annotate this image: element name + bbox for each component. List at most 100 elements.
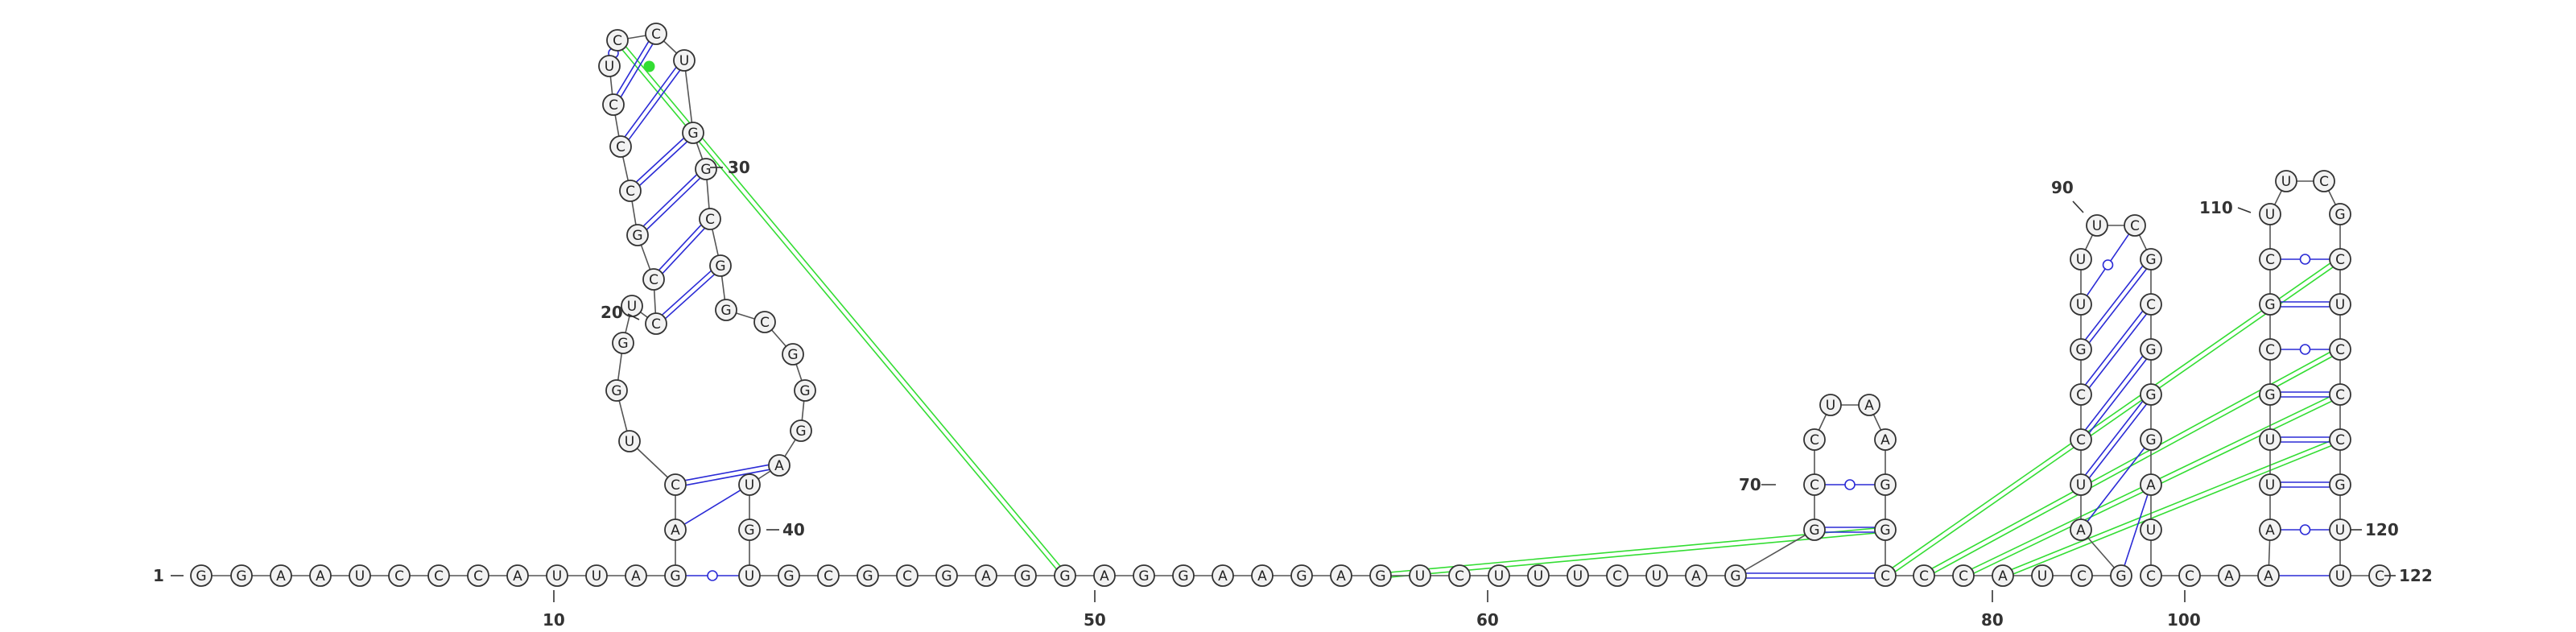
nucleotide-circle	[2124, 214, 2146, 237]
nucleotide-102: A	[2257, 564, 2280, 587]
nucleotide-circle	[270, 564, 292, 587]
nucleotide-113: G	[2329, 203, 2351, 225]
nucleotide-letter: G	[2334, 477, 2345, 494]
nucleotide-letter: G	[862, 568, 873, 584]
nucleotide-46: C	[896, 564, 919, 587]
nucleotide-letter: G	[1059, 568, 1070, 584]
position-label-80: 80	[1981, 610, 2004, 630]
nucleotide-41: G	[738, 518, 761, 541]
nucleotide-letter: C	[760, 315, 770, 331]
nucleotide-86: C	[2070, 383, 2092, 406]
nucleotide-letter: G	[1296, 568, 1307, 584]
nucleotide-circle	[2070, 518, 2092, 541]
gc-pair-line	[658, 224, 702, 271]
nucleotide-letter: C	[2335, 342, 2345, 358]
nucleotide-letter: G	[687, 126, 698, 142]
nucleotide-letter: U	[2265, 432, 2275, 448]
nucleotide-16: U	[618, 430, 641, 452]
nucleotide-letter: C	[394, 568, 404, 584]
nucleotide-circle	[2070, 564, 2093, 587]
nucleotide-letter: C	[1959, 568, 1968, 584]
nucleotide-70: C	[1803, 428, 1826, 451]
nucleotide-letter: C	[902, 568, 912, 584]
nucleotide-circle	[1952, 564, 1975, 587]
nucleotide-letter: G	[1375, 568, 1385, 584]
nucleotide-circle	[2070, 293, 2092, 316]
nucleotide-circle	[2070, 248, 2092, 271]
nucleotide-circle	[598, 55, 621, 77]
nucleotide-66: A	[1685, 564, 1707, 587]
position-label-40: 40	[782, 520, 805, 539]
nucleotide-circle	[2329, 428, 2351, 451]
nucleotide-24: C	[609, 135, 632, 158]
nucleotide-88: U	[2070, 293, 2092, 316]
nucleotide-letter: U	[2335, 568, 2345, 584]
nucleotide-circle	[896, 564, 919, 587]
nucleotide-letter: C	[2335, 432, 2345, 448]
nucleotide-letter: C	[2265, 252, 2275, 268]
position-label-1: 1	[153, 566, 164, 585]
nucleotide-19: U	[621, 295, 643, 317]
nucleotide-87: G	[2070, 338, 2092, 361]
nucleotide-40: U	[738, 473, 761, 496]
gc-pair-line	[2084, 355, 2144, 431]
nucleotide-circle	[2140, 383, 2162, 406]
backbone-layer	[201, 33, 2380, 576]
nucleotide-79: A	[1992, 564, 2014, 587]
nucleotide-letter: U	[679, 53, 689, 69]
nucleotide-34: G	[715, 299, 737, 321]
nucleotide-letter: U	[625, 434, 634, 450]
nucleotide-letter: C	[1810, 432, 1819, 448]
nucleotide-letter: C	[613, 33, 622, 49]
position-label-20: 20	[601, 303, 623, 322]
nucleotide-circle	[2259, 338, 2281, 361]
nucleotide-letter: A	[1218, 568, 1228, 584]
nucleotide-112: C	[2313, 170, 2335, 192]
nucleotide-circle	[506, 564, 529, 587]
nucleotide-letter: U	[2281, 174, 2291, 190]
nucleotide-letter: U	[552, 568, 562, 584]
nucleotide-letter: G	[2264, 297, 2275, 313]
nucleotide-circle	[738, 564, 761, 587]
nucleotide-letter: C	[616, 139, 625, 155]
nucleotide-letter: C	[651, 316, 661, 333]
position-label-120: 120	[2365, 520, 2399, 539]
nucleotide-61: U	[1488, 564, 1510, 587]
nucleotide-letter: U	[592, 568, 601, 584]
nucleotide-circle	[1606, 564, 1629, 587]
nucleotide-letter: C	[2076, 387, 2086, 403]
nucleotide-111: U	[2275, 170, 2297, 192]
nucleotide-114: C	[2329, 248, 2351, 271]
nucleotide-circle	[645, 23, 667, 45]
nucleotide-3: A	[270, 564, 292, 587]
nucleotide-circle	[2257, 564, 2280, 587]
wobble-pair-marker	[2299, 344, 2311, 355]
gc-pair-line	[2084, 400, 2144, 476]
nucleotide-letter: C	[2319, 174, 2329, 190]
gc-pair-line	[685, 464, 769, 481]
nucleotide-letter: A	[2224, 568, 2234, 584]
gc-pair-line	[662, 270, 712, 316]
pseudoknot-line	[1922, 346, 2339, 575]
nucleotide-circle	[1448, 564, 1471, 587]
nucleotide-circle	[2140, 518, 2162, 541]
nucleotide-circle	[388, 564, 411, 587]
nucleotide-48: A	[975, 564, 997, 587]
nucleotide-77: C	[1913, 564, 1935, 587]
nucleotide-letter: C	[705, 212, 715, 228]
position-label-110: 110	[2199, 198, 2233, 217]
nucleotide-letter: G	[1178, 568, 1188, 584]
nucleotide-letter: C	[609, 97, 618, 114]
nucleotide-letter: C	[2185, 568, 2194, 584]
nucleotide-4: A	[309, 564, 332, 587]
nucleotide-30: G	[682, 122, 704, 144]
nucleotide-circle	[975, 564, 997, 587]
nucleotide-54: A	[1212, 564, 1234, 587]
nucleotide-8: C	[467, 564, 489, 587]
nucleotide-letter: U	[2076, 477, 2086, 494]
nucleotide-circle	[1133, 564, 1155, 587]
nucleotide-letter: C	[651, 27, 661, 43]
nucleotide-2: G	[230, 564, 253, 587]
nucleotide-circle	[2259, 473, 2281, 496]
pseudoknot-junction-marker	[643, 60, 655, 72]
